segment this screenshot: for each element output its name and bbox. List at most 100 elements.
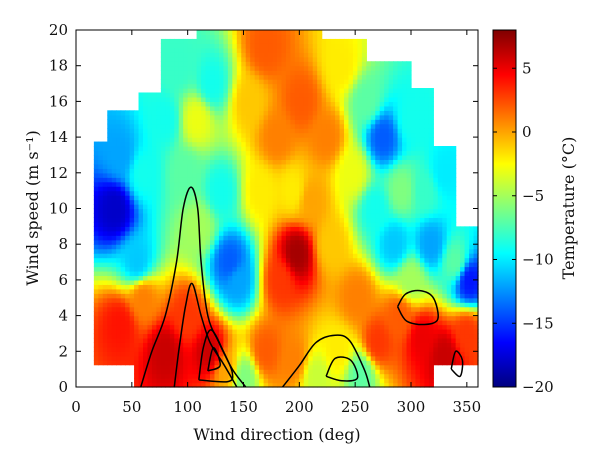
heatmap-cell <box>384 101 390 107</box>
heatmap-cell <box>178 204 184 210</box>
heatmap-cell <box>294 128 300 134</box>
heatmap-cell <box>143 168 149 174</box>
heatmap-cell <box>210 244 216 250</box>
heatmap-cell <box>375 369 381 375</box>
heatmap-cell <box>165 369 171 375</box>
heatmap-cell <box>205 43 211 49</box>
heatmap-cell <box>317 315 323 321</box>
heatmap-cell <box>308 110 314 116</box>
heatmap-cell <box>361 88 367 94</box>
heatmap-cell <box>299 123 305 129</box>
heatmap-cell <box>348 43 354 49</box>
heatmap-cell <box>294 257 300 263</box>
heatmap-cell <box>98 208 104 214</box>
heatmap-cell <box>111 328 117 335</box>
heatmap-cell <box>232 141 238 147</box>
heatmap-cell <box>201 150 207 156</box>
heatmap-cell <box>303 369 309 375</box>
heatmap-cell <box>151 262 157 268</box>
heatmap-cell <box>384 70 390 76</box>
heatmap-cell <box>214 141 220 147</box>
heatmap-cell <box>241 226 247 232</box>
heatmap-cell <box>361 181 367 187</box>
heatmap-cell <box>232 369 238 375</box>
heatmap-cell <box>259 61 265 67</box>
heatmap-cell <box>183 266 189 272</box>
heatmap-cell <box>361 266 367 272</box>
heatmap-cell <box>290 92 296 98</box>
heatmap-cell <box>151 369 157 375</box>
heatmap-cell <box>370 96 376 102</box>
heatmap-cell <box>263 70 269 76</box>
heatmap-cell <box>361 61 367 67</box>
heatmap-cell <box>129 217 135 223</box>
heatmap-cell <box>143 364 149 370</box>
heatmap-cell <box>352 306 358 312</box>
heatmap-cell <box>196 284 202 290</box>
heatmap-cell <box>160 159 166 165</box>
heatmap-cell <box>317 244 323 250</box>
heatmap-cell <box>156 208 162 214</box>
heatmap-cell <box>366 262 372 268</box>
heatmap-cell <box>268 105 274 111</box>
heatmap-cell <box>236 270 242 277</box>
heatmap-cell <box>93 239 99 245</box>
heatmap-cell <box>285 302 291 308</box>
heatmap-cell <box>210 199 216 205</box>
heatmap-cell <box>290 128 296 134</box>
heatmap-cell <box>290 83 296 89</box>
heatmap-cell <box>326 275 332 281</box>
heatmap-cell <box>174 119 180 125</box>
heatmap-cell <box>236 239 242 245</box>
heatmap-cell <box>174 96 180 102</box>
heatmap-cell <box>156 163 162 169</box>
heatmap-cell <box>111 230 117 236</box>
heatmap-cell <box>210 315 216 321</box>
heatmap-cell <box>259 306 265 312</box>
heatmap-cell <box>294 302 300 308</box>
heatmap-cell <box>272 378 278 384</box>
heatmap-cell <box>344 70 350 76</box>
heatmap-cell <box>120 253 126 259</box>
heatmap-cell <box>98 302 104 308</box>
heatmap-cell <box>384 186 390 192</box>
heatmap-cell <box>138 132 144 138</box>
heatmap-cell <box>335 177 341 183</box>
heatmap-cell <box>321 119 327 125</box>
heatmap-cell <box>111 146 117 152</box>
heatmap-cell <box>277 137 283 143</box>
heatmap-cell <box>156 337 162 343</box>
heatmap-cell <box>214 172 220 178</box>
heatmap-cell <box>156 159 162 165</box>
heatmap-cell <box>321 65 327 71</box>
heatmap-cell <box>308 172 314 178</box>
heatmap-cell <box>210 266 216 272</box>
heatmap-cell <box>344 248 350 254</box>
heatmap-cell <box>165 248 171 254</box>
heatmap-cell <box>277 146 283 152</box>
heatmap-cell <box>259 262 265 268</box>
heatmap-cell <box>281 181 287 187</box>
heatmap-cell <box>326 190 332 196</box>
heatmap-cell <box>326 244 332 250</box>
heatmap-cell <box>344 328 350 335</box>
heatmap-cell <box>134 204 140 210</box>
heatmap-cell <box>263 47 269 53</box>
heatmap-cell <box>259 382 265 388</box>
heatmap-cell <box>348 38 354 44</box>
heatmap-cell <box>384 208 390 214</box>
heatmap-cell <box>379 221 385 227</box>
heatmap-cell <box>210 88 216 94</box>
heatmap-cell <box>111 355 117 361</box>
heatmap-cell <box>183 47 189 53</box>
heatmap-cell <box>214 146 220 152</box>
heatmap-cell <box>205 293 211 299</box>
heatmap-cell <box>147 137 153 143</box>
heatmap-cell <box>93 342 99 348</box>
heatmap-cell <box>294 373 300 379</box>
heatmap-cell <box>299 96 305 102</box>
heatmap-cell <box>218 239 224 245</box>
heatmap-cell <box>352 119 358 125</box>
heatmap-cell <box>227 355 233 361</box>
heatmap-cell <box>384 337 390 343</box>
